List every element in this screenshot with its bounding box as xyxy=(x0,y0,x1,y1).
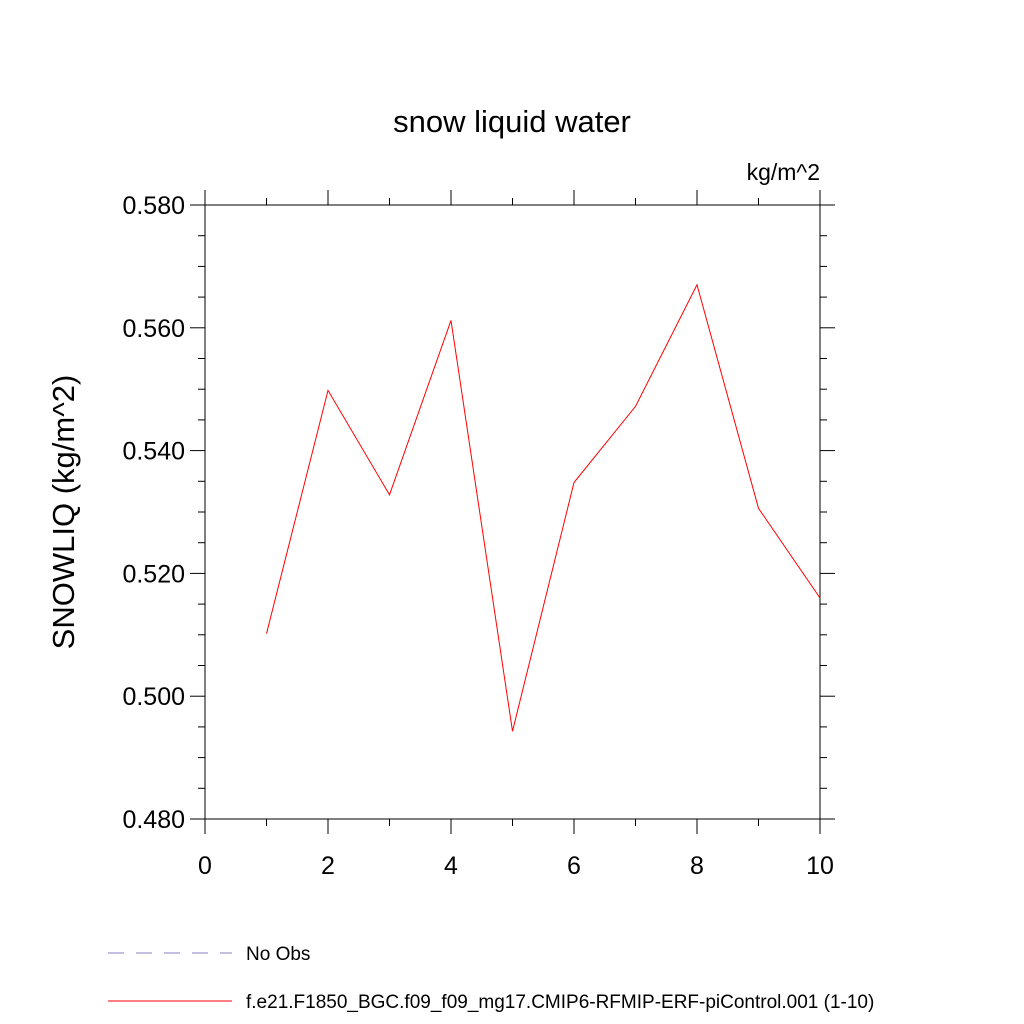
x-tick-label: 0 xyxy=(198,852,212,880)
x-axis-ticks: 0 2 4 6 8 10 xyxy=(198,190,834,880)
y-tick-label: 0.500 xyxy=(122,683,185,711)
x-tick-label: 8 xyxy=(690,852,704,880)
y-axis-label: SNOWLIQ (kg/m^2) xyxy=(46,375,81,650)
x-tick-label: 10 xyxy=(806,852,834,880)
y-tick-label: 0.520 xyxy=(122,560,185,588)
y-tick-label: 0.580 xyxy=(122,192,185,220)
series-line xyxy=(266,283,821,732)
y-tick-label: 0.560 xyxy=(122,315,185,343)
units-label: kg/m^2 xyxy=(747,159,820,185)
legend-label: f.e21.F1850_BGC.f09_f09_mg17.CMIP6-RFMIP… xyxy=(246,992,874,1013)
legend-label: No Obs xyxy=(246,944,310,965)
x-tick-label: 4 xyxy=(444,852,458,880)
chart-title: snow liquid water xyxy=(393,104,631,139)
series-layer xyxy=(266,283,821,732)
x-tick-label: 6 xyxy=(567,852,581,880)
y-tick-label: 0.480 xyxy=(122,806,185,834)
x-tick-label: 2 xyxy=(321,852,335,880)
y-axis-ticks: 0.480 0.500 0.520 0.540 0.560 0.580 xyxy=(122,192,835,834)
legend: No Obs f.e21.F1850_BGC.f09_f09_mg17.CMIP6… xyxy=(108,944,874,1013)
y-tick-label: 0.540 xyxy=(122,438,185,466)
